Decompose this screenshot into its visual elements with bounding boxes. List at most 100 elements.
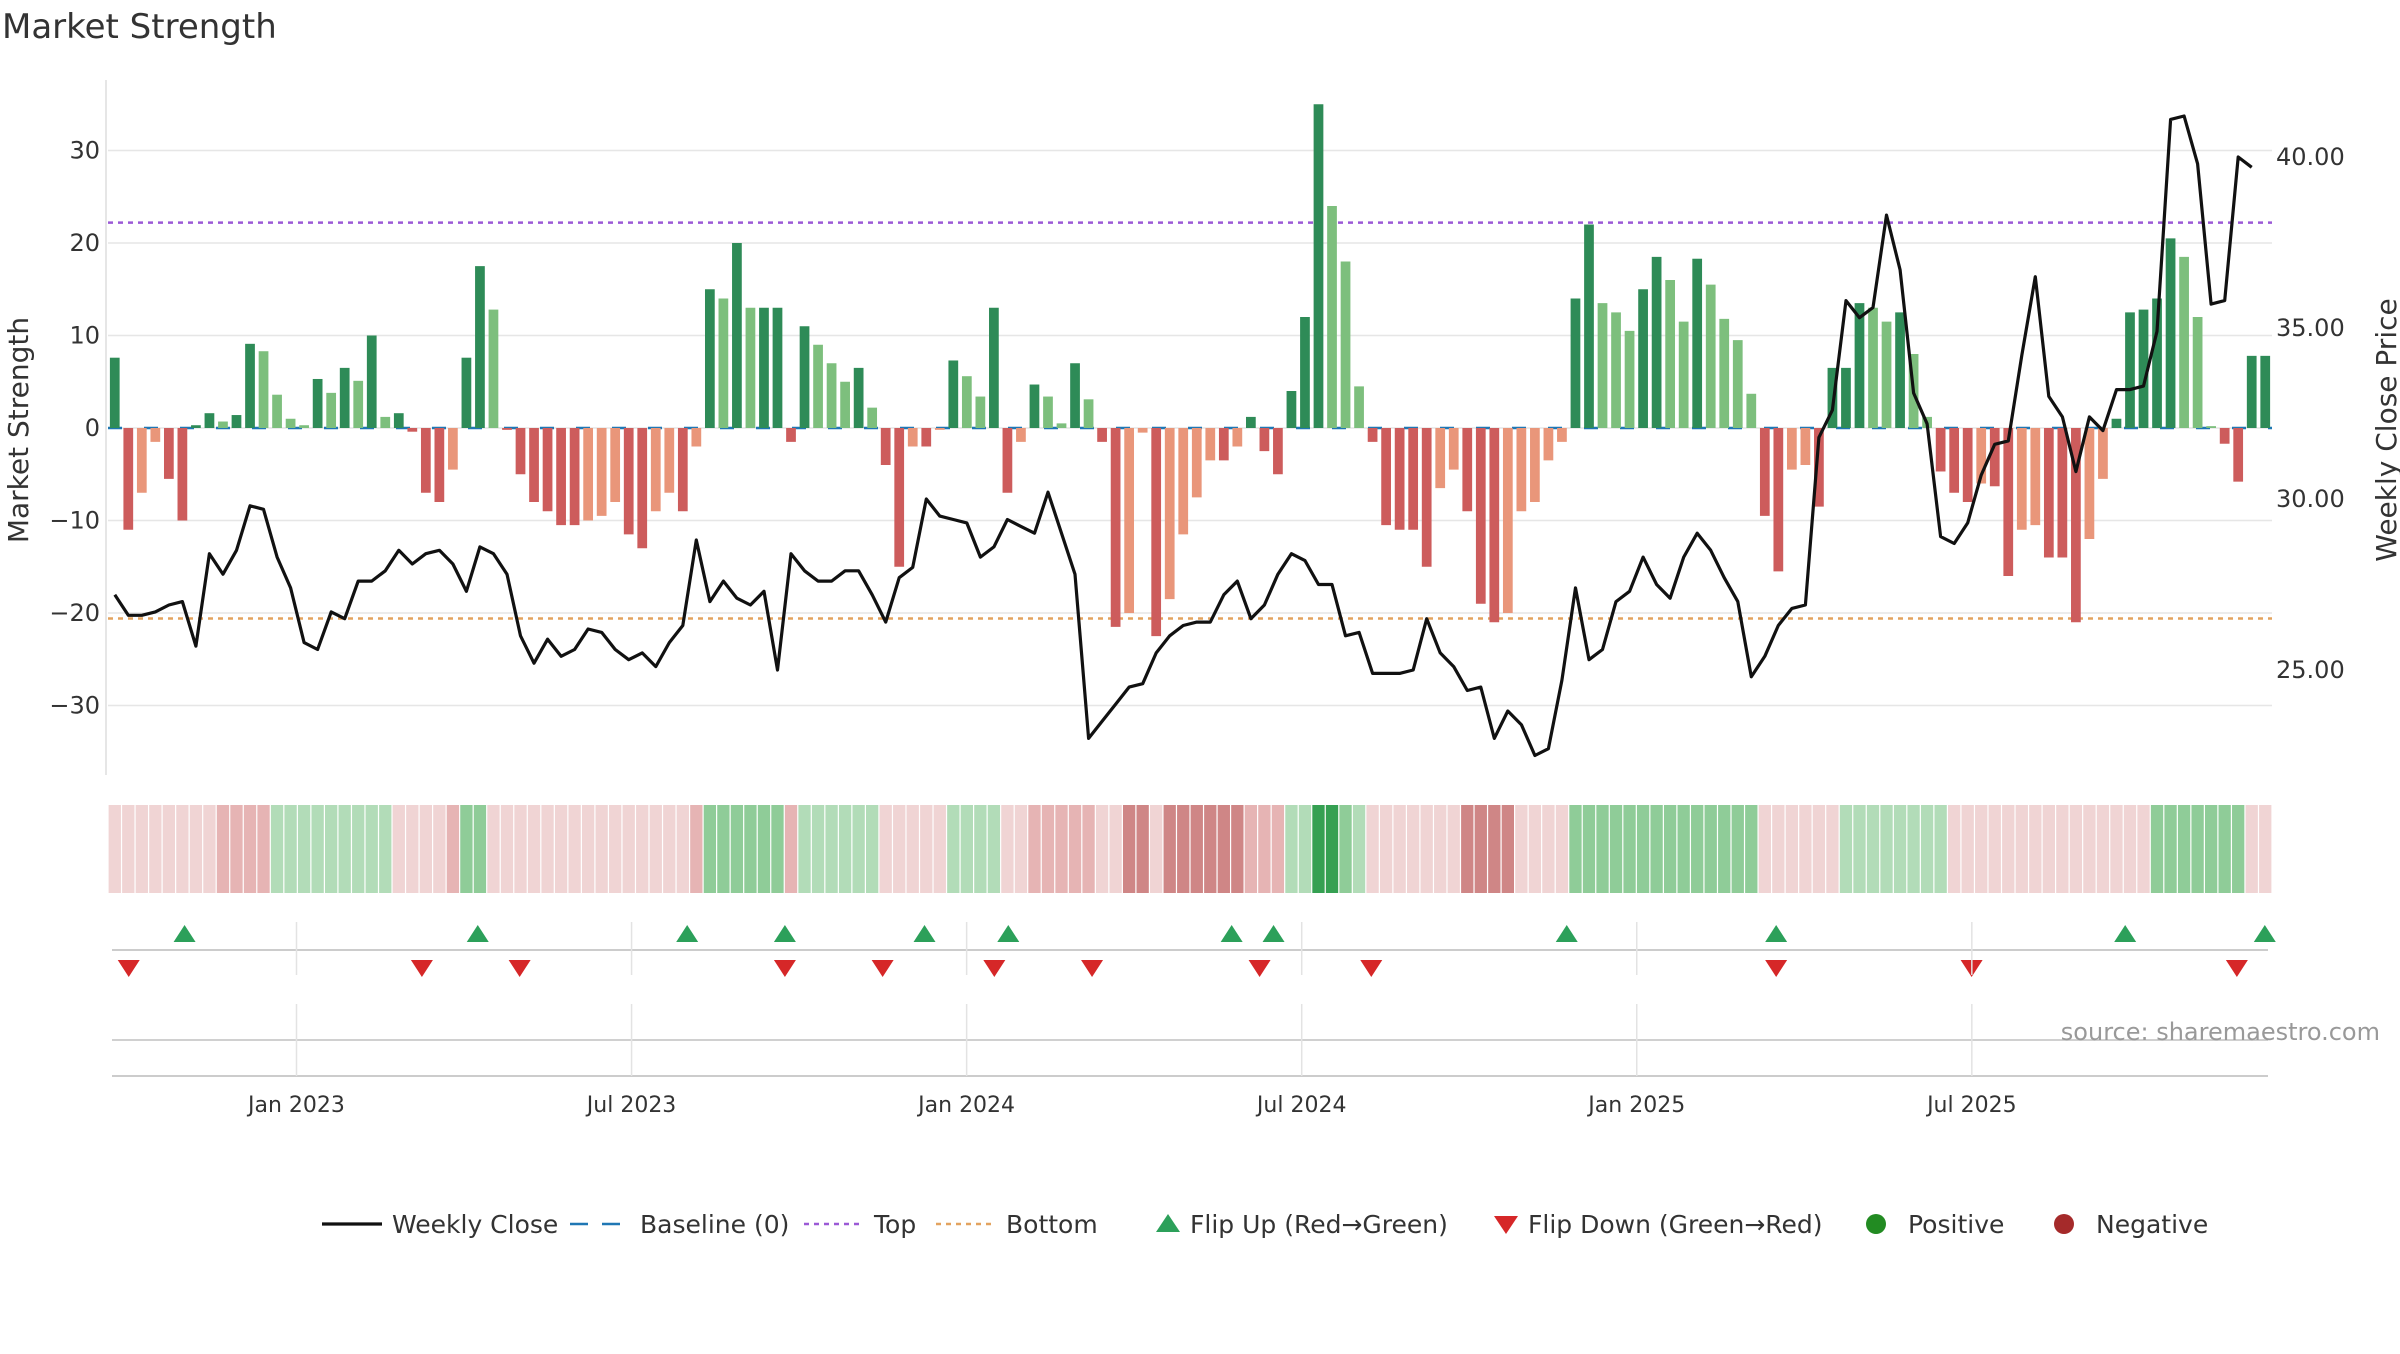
y-left-tick-label: −30 — [49, 692, 100, 720]
heat-cell — [581, 805, 595, 893]
flip-down-marker — [871, 960, 894, 977]
heat-cell — [879, 805, 892, 893]
strength-bar — [1313, 104, 1324, 428]
flip-up-marker — [913, 925, 936, 942]
strength-bar — [1043, 396, 1053, 428]
heat-cell — [297, 805, 311, 893]
strength-bar — [718, 298, 729, 428]
strength-bar — [393, 413, 404, 428]
strength-bar — [1462, 428, 1473, 512]
strength-bar — [880, 428, 891, 465]
legend-label: Positive — [1908, 1210, 2004, 1239]
heat-cell — [1745, 805, 1758, 893]
heat-cell — [1366, 805, 1379, 893]
strength-bar — [1962, 428, 1973, 502]
heat-cell — [1352, 805, 1366, 893]
strength-bar — [2138, 309, 2149, 428]
strength-bars — [109, 104, 2271, 637]
strength-bar — [1327, 206, 1337, 428]
strength-bar — [677, 428, 688, 512]
flip-up-marker — [1765, 925, 1788, 942]
strength-bar — [1705, 284, 1716, 428]
strength-bar — [867, 407, 878, 428]
heat-cell — [500, 805, 514, 893]
x-tick-label: Jul 2024 — [1255, 1093, 1347, 1118]
heat-cell — [744, 805, 757, 893]
strength-bar — [1516, 428, 1527, 512]
chart-title: Market Strength — [2, 7, 277, 47]
strength-bar — [326, 392, 337, 428]
legend-circle-icon — [2054, 1214, 2074, 1234]
y-left-tick-label: 30 — [69, 137, 100, 165]
y-left-tick-label: 0 — [85, 414, 100, 442]
heat-cell — [636, 805, 649, 893]
strength-bar — [245, 343, 255, 428]
heat-cell — [1204, 805, 1217, 893]
heat-cell — [338, 805, 351, 893]
heat-cell — [392, 805, 405, 893]
strength-bar — [1367, 428, 1378, 442]
strength-bar — [1056, 423, 1067, 428]
heat-cell — [1298, 805, 1312, 893]
heat-cell — [2096, 805, 2110, 893]
heat-cell — [1122, 805, 1136, 893]
heat-cell — [1177, 805, 1190, 893]
heat-cell — [947, 805, 960, 893]
heat-cell — [284, 805, 297, 893]
legend-label: Baseline (0) — [640, 1210, 789, 1239]
strength-bar — [502, 428, 512, 430]
strength-bar — [2125, 312, 2135, 428]
strength-bar — [312, 378, 323, 428]
heat-cell — [717, 805, 730, 893]
strength-bar — [2071, 428, 2081, 623]
strength-bar — [1976, 428, 1987, 484]
strength-bar — [1841, 367, 1851, 428]
strength-bar — [556, 428, 566, 526]
strength-bar — [1097, 428, 1107, 442]
heat-cell — [1190, 805, 1203, 893]
strength-bar — [1584, 224, 1594, 428]
heat-cell — [1853, 805, 1866, 893]
strength-bar — [123, 428, 134, 530]
strength-bar — [353, 380, 364, 428]
y-left-tick-label: −20 — [49, 599, 100, 627]
heat-cell — [1961, 805, 1974, 893]
strength-bar — [1205, 428, 1216, 461]
heat-cell — [108, 805, 121, 893]
heat-cell — [676, 805, 689, 893]
legend: Weekly Close Baseline (0) Top Bottom Flip Up… — [322, 1210, 2208, 1239]
strength-bar — [1232, 428, 1243, 447]
strength-bar — [1218, 428, 1229, 461]
heat-cell — [1799, 805, 1812, 893]
flip-up-marker — [1220, 925, 1243, 942]
strength-bar — [637, 428, 648, 549]
strength-bar — [961, 376, 972, 428]
strength-bar — [1002, 428, 1013, 493]
strength-bar — [339, 367, 350, 428]
heat-cell — [406, 805, 419, 893]
strength-bar — [691, 428, 702, 447]
strength-bar — [1016, 428, 1026, 442]
heat-cell — [811, 805, 825, 893]
heat-cell — [2177, 805, 2191, 893]
heat-cell — [1542, 805, 1555, 893]
strength-bar — [1557, 428, 1567, 442]
heat-cell — [1528, 805, 1542, 893]
flip-up-marker — [1262, 925, 1285, 942]
heat-cell — [1785, 805, 1799, 893]
strength-bar — [1543, 428, 1554, 461]
source-credit: source: sharemaestro.com — [2061, 1018, 2380, 1046]
strength-bar — [1624, 330, 1635, 428]
strength-bar — [2179, 256, 2189, 428]
heat-cell — [1461, 805, 1474, 893]
heat-cell — [1691, 805, 1704, 893]
strength-bar — [542, 428, 553, 512]
heat-cell — [446, 805, 460, 893]
strength-bar — [272, 394, 282, 428]
heat-cell — [2150, 805, 2164, 893]
heat-cell — [1447, 805, 1460, 893]
strength-bar — [2260, 355, 2271, 428]
heat-cell — [2123, 805, 2137, 893]
strength-bar — [434, 428, 445, 502]
heat-cell — [1636, 805, 1650, 893]
